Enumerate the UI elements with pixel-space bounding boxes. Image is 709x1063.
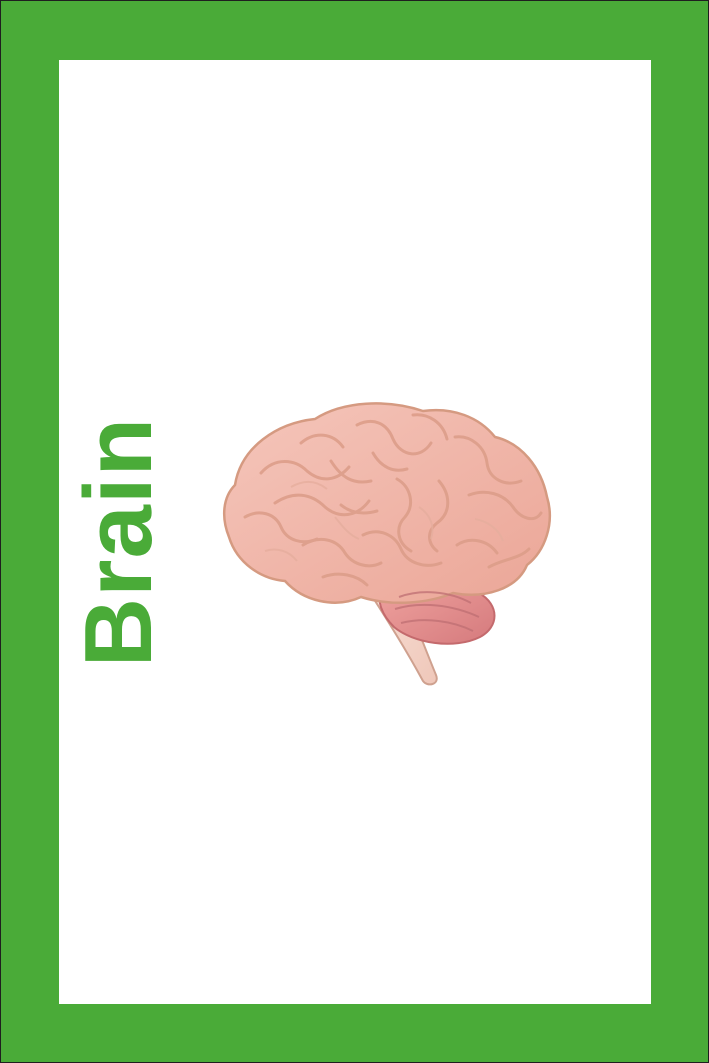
brain-gyri [243, 413, 543, 587]
cerebellum-folds [394, 591, 480, 632]
brain-sulci [264, 481, 504, 562]
brain-illustration [222, 402, 552, 686]
card-title: Brain [65, 416, 172, 668]
card-title-container: Brain [65, 412, 172, 672]
cerebrum-shape [222, 402, 552, 605]
